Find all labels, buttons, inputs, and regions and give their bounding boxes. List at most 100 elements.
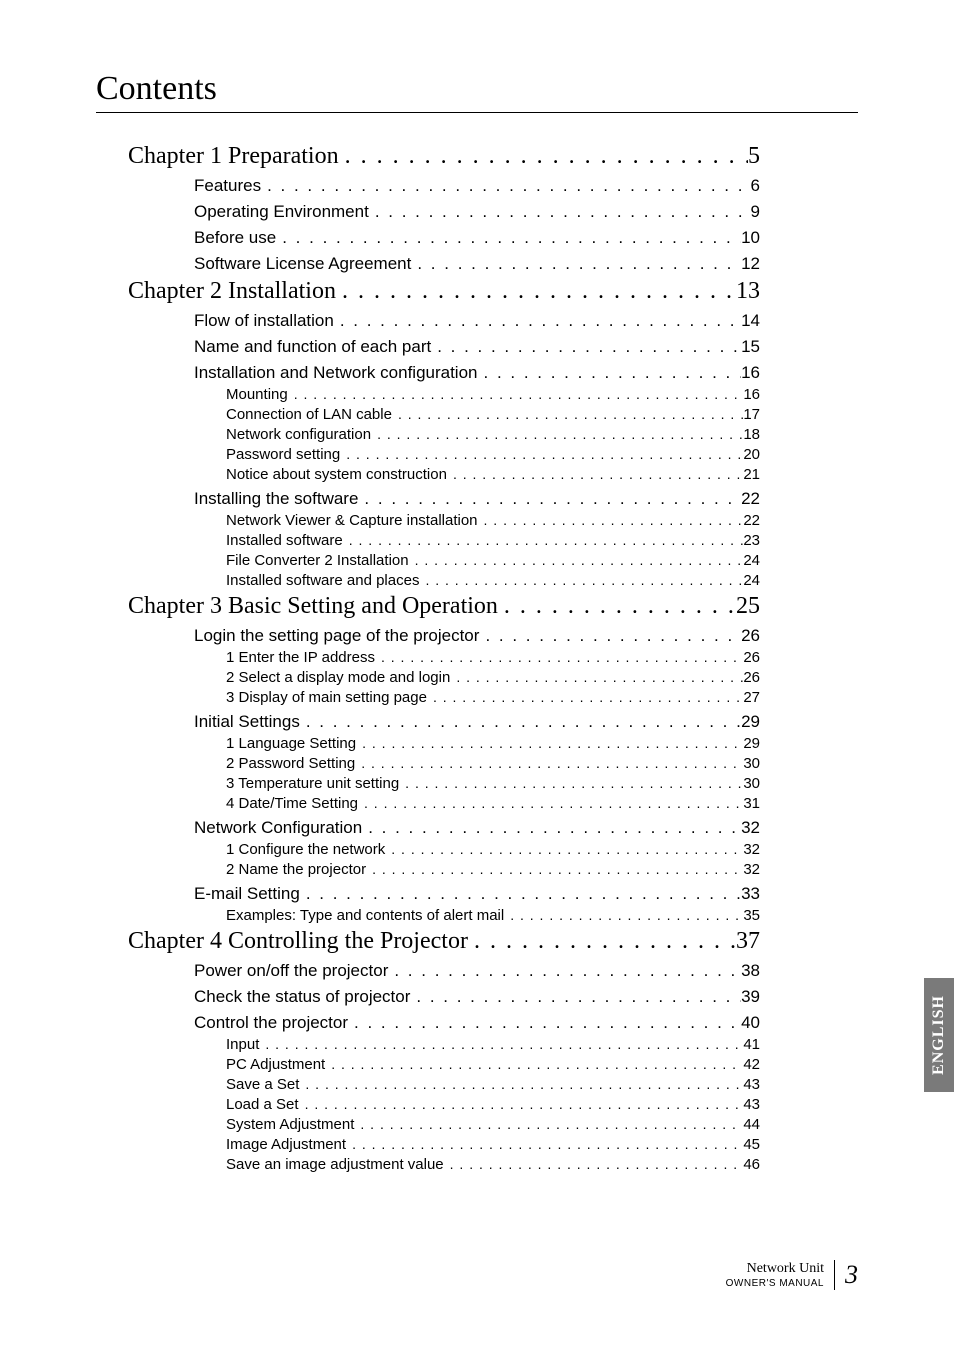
toc-section-row: Before use. . . . . . . . . . . . . . . … xyxy=(194,228,760,248)
toc-entry-page: 30 xyxy=(743,755,760,772)
toc-subsection-row: Image Adjustment. . . . . . . . . . . . … xyxy=(226,1136,760,1153)
toc-entry-page: 39 xyxy=(741,987,760,1007)
toc-entry-label: Password setting xyxy=(226,446,346,463)
toc-subsection-row: Save a Set. . . . . . . . . . . . . . . … xyxy=(226,1076,760,1093)
page-footer: Network Unit OWNER'S MANUAL 3 xyxy=(726,1260,858,1290)
toc-leader: . . . . . . . . . . . . . . . . . . . . … xyxy=(456,669,743,685)
toc-leader: . . . . . . . . . . . . . . . . . . . . … xyxy=(364,489,741,509)
page-title: Contents xyxy=(96,70,858,113)
toc-leader: . . . . . . . . . . . . . . . . . . . . … xyxy=(345,143,748,170)
toc-leader: . . . . . . . . . . . . . . . . . . . . … xyxy=(267,176,750,196)
toc-entry-page: 25 xyxy=(736,593,760,620)
toc-leader: . . . . . . . . . . . . . . . . . . . . … xyxy=(381,649,743,665)
toc-chapter-row: Chapter 1 Preparation. . . . . . . . . .… xyxy=(128,143,760,170)
toc-section-row: Login the setting page of the projector.… xyxy=(194,626,760,646)
toc-leader: . . . . . . . . . . . . . . . . . . . . … xyxy=(346,446,743,462)
toc-leader: . . . . . . . . . . . . . . . . . . . . … xyxy=(391,841,743,857)
toc-leader: . . . . . . . . . . . . . . . . . . . . … xyxy=(305,1096,744,1112)
toc-entry-label: Installed software xyxy=(226,532,349,549)
toc-entry-label: PC Adjustment xyxy=(226,1056,331,1073)
toc-entry-label: Features xyxy=(194,176,267,196)
toc-leader: . . . . . . . . . . . . . . . . . . . . … xyxy=(453,466,743,482)
toc-entry-label: Control the projector xyxy=(194,1013,354,1033)
toc-section-row: Check the status of projector. . . . . .… xyxy=(194,987,760,1007)
toc-leader: . . . . . . . . . . . . . . . . . . . . … xyxy=(340,311,741,331)
toc-subsection-row: Examples: Type and contents of alert mai… xyxy=(226,907,760,924)
toc-leader: . . . . . . . . . . . . . . . . . . . . … xyxy=(398,406,743,422)
toc-entry-label: Before use xyxy=(194,228,282,248)
toc-leader: . . . . . . . . . . . . . . . . . . . . … xyxy=(364,795,743,811)
toc-entry-page: 16 xyxy=(741,363,760,383)
toc-leader: . . . . . . . . . . . . . . . . . . . . … xyxy=(425,572,743,588)
toc-entry-page: 21 xyxy=(743,466,760,483)
toc-entry-page: 14 xyxy=(741,311,760,331)
toc-subsection-row: 3 Display of main setting page. . . . . … xyxy=(226,689,760,706)
toc-entry-label: Image Adjustment xyxy=(226,1136,352,1153)
toc-leader: . . . . . . . . . . . . . . . . . . . . … xyxy=(437,337,741,357)
toc-leader: . . . . . . . . . . . . . . . . . . . . … xyxy=(368,818,741,838)
toc-leader: . . . . . . . . . . . . . . . . . . . . … xyxy=(265,1036,743,1052)
toc-entry-label: Installed software and places xyxy=(226,572,425,589)
toc-leader: . . . . . . . . . . . . . . . . . . . . … xyxy=(282,228,741,248)
toc-section-row: Installing the software. . . . . . . . .… xyxy=(194,489,760,509)
toc-entry-page: 29 xyxy=(743,735,760,752)
toc-subsection-row: PC Adjustment. . . . . . . . . . . . . .… xyxy=(226,1056,760,1073)
toc-entry-label: Initial Settings xyxy=(194,712,306,732)
toc-entry-label: 2 Name the projector xyxy=(226,861,372,878)
toc-entry-label: Save an image adjustment value xyxy=(226,1156,450,1173)
toc-entry-label: Mounting xyxy=(226,386,294,403)
toc-entry-label: 3 Temperature unit setting xyxy=(226,775,405,792)
toc-entry-page: 45 xyxy=(743,1136,760,1153)
toc-leader: . . . . . . . . . . . . . . . . . . . . … xyxy=(360,1116,743,1132)
toc-subsection-row: Load a Set. . . . . . . . . . . . . . . … xyxy=(226,1096,760,1113)
toc-entry-label: Connection of LAN cable xyxy=(226,406,398,423)
toc-entry-label: System Adjustment xyxy=(226,1116,360,1133)
toc-entry-page: 5 xyxy=(748,143,760,170)
toc-chapter-row: Chapter 2 Installation. . . . . . . . . … xyxy=(128,278,760,305)
toc-section-row: E-mail Setting. . . . . . . . . . . . . … xyxy=(194,884,760,904)
toc-entry-page: 10 xyxy=(741,228,760,248)
toc-leader: . . . . . . . . . . . . . . . . . . . . … xyxy=(306,712,741,732)
toc-entry-page: 40 xyxy=(741,1013,760,1033)
toc-leader: . . . . . . . . . . . . . . . . . . . . … xyxy=(394,961,741,981)
toc-section-row: Features. . . . . . . . . . . . . . . . … xyxy=(194,176,760,196)
toc-entry-page: 23 xyxy=(743,532,760,549)
toc-entry-label: 1 Enter the IP address xyxy=(226,649,381,666)
toc-entry-page: 26 xyxy=(743,669,760,686)
toc-entry-page: 16 xyxy=(743,386,760,403)
toc-entry-label: File Converter 2 Installation xyxy=(226,552,415,569)
toc-entry-label: Software License Agreement xyxy=(194,254,417,274)
language-tab: ENGLISH xyxy=(924,978,954,1092)
toc-leader: . . . . . . . . . . . . . . . . . . . . … xyxy=(352,1136,743,1152)
toc-leader: . . . . . . . . . . . . . . . . . . . . … xyxy=(484,363,742,383)
toc-entry-label: Installing the software xyxy=(194,489,364,509)
toc-leader: . . . . . . . . . . . . . . . . . . . . … xyxy=(331,1056,743,1072)
toc-entry-label: Chapter 2 Installation xyxy=(128,278,342,305)
toc-entry-label: 2 Password Setting xyxy=(226,755,361,772)
toc-section-row: Name and function of each part. . . . . … xyxy=(194,337,760,357)
toc-chapter-row: Chapter 3 Basic Setting and Operation. .… xyxy=(128,593,760,620)
toc-entry-page: 37 xyxy=(736,928,760,955)
toc-section-row: Software License Agreement. . . . . . . … xyxy=(194,254,760,274)
toc-container: Chapter 1 Preparation. . . . . . . . . .… xyxy=(96,143,858,1173)
toc-entry-page: 22 xyxy=(741,489,760,509)
toc-subsection-row: 2 Password Setting. . . . . . . . . . . … xyxy=(226,755,760,772)
toc-entry-page: 29 xyxy=(741,712,760,732)
toc-entry-page: 43 xyxy=(743,1076,760,1093)
toc-leader: . . . . . . . . . . . . . . . . . . . . … xyxy=(375,202,751,222)
toc-entry-page: 24 xyxy=(743,552,760,569)
toc-leader: . . . . . . . . . . . . . . . . . . . . … xyxy=(504,593,736,620)
toc-leader: . . . . . . . . . . . . . . . . . . . . … xyxy=(415,552,744,568)
toc-entry-page: 15 xyxy=(741,337,760,357)
toc-leader: . . . . . . . . . . . . . . . . . . . . … xyxy=(362,735,743,751)
toc-leader: . . . . . . . . . . . . . . . . . . . . … xyxy=(450,1156,744,1172)
toc-section-row: Flow of installation. . . . . . . . . . … xyxy=(194,311,760,331)
toc-entry-page: 30 xyxy=(743,775,760,792)
toc-subsection-row: Mounting. . . . . . . . . . . . . . . . … xyxy=(226,386,760,403)
toc-leader: . . . . . . . . . . . . . . . . . . . . … xyxy=(342,278,736,305)
toc-entry-page: 26 xyxy=(741,626,760,646)
toc-leader: . . . . . . . . . . . . . . . . . . . . … xyxy=(349,532,744,548)
toc-subsection-row: Network configuration. . . . . . . . . .… xyxy=(226,426,760,443)
toc-leader: . . . . . . . . . . . . . . . . . . . . … xyxy=(484,512,744,528)
toc-leader: . . . . . . . . . . . . . . . . . . . . … xyxy=(417,254,741,274)
